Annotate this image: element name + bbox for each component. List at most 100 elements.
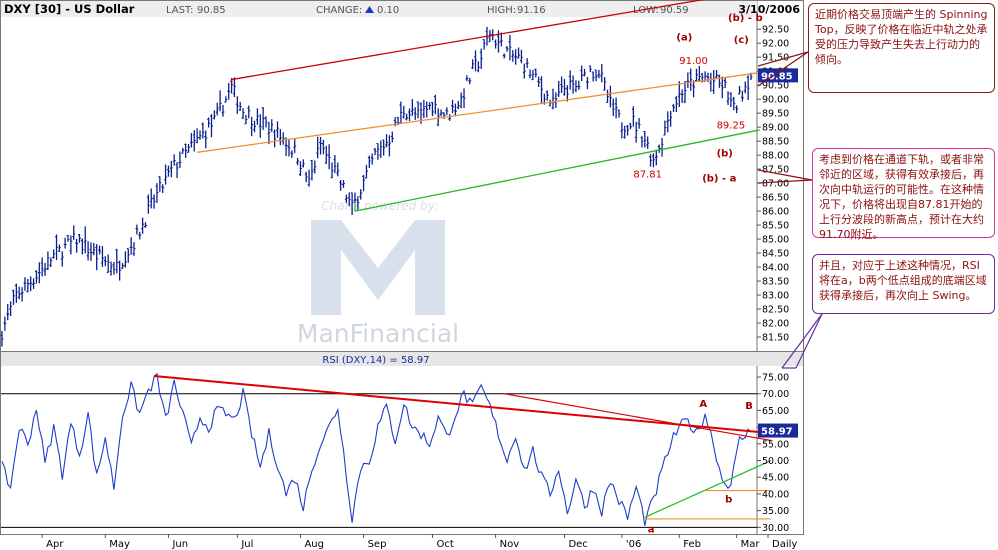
price-y-tick-label: 92.50 [762, 25, 789, 36]
x-tick-label: May [109, 539, 130, 550]
rsi-y-tick-label: 40.00 [762, 489, 789, 500]
rsi-annotation: a [648, 524, 655, 535]
rsi-y-tick-label: 55.00 [762, 439, 789, 450]
price-y-tick-label: 84.50 [762, 249, 789, 260]
price-annotation: (a) [676, 32, 692, 43]
watermark-brand: ManFinancial [297, 319, 459, 348]
price-y-tick-label: 82.00 [762, 319, 789, 330]
note-channel-support: 考虑到价格在通道下轨，或者非常邻近的区域，获得有效承接后，再次向中轨运行的可能性… [812, 148, 995, 241]
price-y-tick-label: 89.50 [762, 109, 789, 120]
price-annotation: (b) [717, 149, 733, 160]
price-y-tick-label: 81.50 [762, 333, 789, 344]
rsi-y-tick-label: 35.00 [762, 506, 789, 517]
rsi-trend-line-resistance [154, 375, 772, 435]
rsi-y-tick-label: 30.00 [762, 523, 789, 534]
callout-line-2 [757, 169, 813, 181]
price-annotation: (b) - b [728, 13, 763, 24]
price-y-tick-label: 84.00 [762, 263, 789, 274]
rsi-y-tick-label: 50.00 [762, 456, 789, 467]
x-tick-label: '06 [626, 539, 641, 550]
price-y-tick-label: 91.50 [762, 53, 789, 64]
price-annotation: 89.25 [717, 121, 746, 132]
x-tick-label: Aug [304, 539, 324, 550]
rsi-last-value-box [758, 423, 798, 438]
x-tick-label: Feb [683, 539, 701, 550]
chart-date: 3/10/2006 [738, 3, 800, 16]
change-up-icon [365, 6, 374, 13]
watermark-logo-right [415, 220, 445, 315]
rsi-y-tick-label: 70.00 [762, 389, 789, 400]
note-rsi-swing: 并且，对应于上述这种情况，RSI将在a，b两个低点组成的底端区域获得承接后，再次… [812, 254, 995, 314]
low-label: LOW: [633, 5, 659, 16]
channel-line-upper [231, 0, 705, 81]
rsi-layer [1, 372, 772, 528]
callout-line-3 [781, 313, 823, 369]
last-value: 90.85 [197, 5, 226, 16]
price-annotation: (b) - a [702, 174, 736, 185]
callout-line-2b [757, 179, 813, 184]
watermark-logo-left [311, 220, 341, 315]
price-y-tick-label: 83.00 [762, 291, 789, 302]
callout-line-1b [757, 51, 809, 87]
price-y-tick-label: 89.00 [762, 123, 789, 134]
price-y-tick-label: 86.50 [762, 193, 789, 204]
rsi-y-tick-label: 65.00 [762, 406, 789, 417]
rsi-trend-line-support [644, 459, 772, 518]
x-tick-label: Jun [171, 539, 188, 550]
rsi-panel-frame [0, 351, 804, 535]
price-y-tick-label: 90.50 [762, 81, 789, 92]
x-tick-label: Apr [46, 539, 64, 550]
rsi-y-tick-label: 45.00 [762, 473, 789, 484]
price-y-tick-label: 83.50 [762, 277, 789, 288]
watermark-logo-m [341, 220, 415, 300]
rsi-annotation: b [725, 494, 732, 505]
x-tick-label: Daily [772, 539, 797, 550]
price-y-tick-label: 85.50 [762, 221, 789, 232]
price-y-tick-label: 82.50 [762, 305, 789, 316]
price-y-tick-label: 87.00 [762, 179, 789, 190]
x-tick-label: Sep [368, 539, 387, 550]
header-strip [1, 1, 757, 17]
callout-line-3b [795, 313, 823, 369]
price-y-tick-label: 88.00 [762, 151, 789, 162]
price-annotation: 87.81 [633, 170, 662, 181]
price-annotation: 91.00 [679, 56, 708, 67]
channel-line-lower [354, 129, 760, 212]
rsi-last-value: 58.97 [761, 427, 793, 438]
x-tick-label: Oct [436, 539, 453, 550]
high-label: HIGH: [487, 5, 516, 16]
change-value: 0.10 [377, 5, 399, 16]
last-label: LAST: [166, 5, 193, 16]
rsi-line [1, 372, 752, 526]
price-annotation: (c) [734, 35, 749, 46]
x-tick-label: Mar [741, 539, 761, 550]
rsi-annotation: A [699, 399, 707, 410]
price-y-tick-label: 85.00 [762, 235, 789, 246]
price-y-tick-label: 87.50 [762, 165, 789, 176]
note-spinning-top: 近期价格交易顶端产生的 Spinning Top，反映了价格在临近中轨之处承受的… [808, 3, 995, 93]
low-value: 90.59 [660, 5, 689, 16]
change-label: CHANGE: [316, 5, 362, 16]
watermark: Charts powered by: ManFinancial [297, 199, 459, 348]
price-panel-frame [0, 0, 804, 352]
x-tick-label: Nov [500, 539, 520, 550]
rsi-title: RSI (DXY,14) = 58.97 [322, 355, 429, 366]
rsi-trend-line-resistance-2 [504, 393, 772, 442]
price-y-tick-label: 88.50 [762, 137, 789, 148]
price-y-tick-label: 86.00 [762, 207, 789, 218]
chart-title: DXY [30] - US Dollar [4, 2, 135, 16]
high-value: 91.16 [517, 5, 546, 16]
price-y-tick-label: 90.00 [762, 95, 789, 106]
rsi-header-strip [1, 352, 803, 366]
price-last-value: 90.85 [761, 71, 793, 82]
x-tick-label: Dec [568, 539, 587, 550]
price-y-tick-label: 92.00 [762, 39, 789, 50]
rsi-annotation: B [745, 401, 753, 412]
channel-line-middle [197, 71, 760, 153]
callout-line-1 [757, 51, 809, 67]
price-layer [0, 0, 760, 347]
label-layer: (a) 91.00 (b) - b (c) 89.25 (b) 87.81 (b) - a 90… [633, 13, 798, 535]
rsi-y-tick-label: 75.00 [762, 373, 789, 384]
x-tick-label: Jul [240, 539, 253, 550]
